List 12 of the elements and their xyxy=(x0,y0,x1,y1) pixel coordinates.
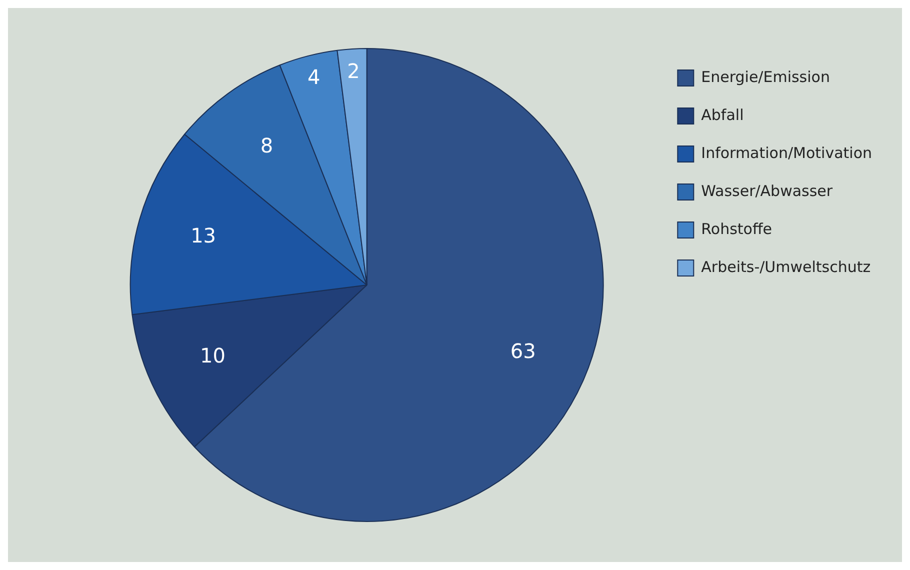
legend-label: Rohstoffe xyxy=(701,220,772,238)
data-label: 4 xyxy=(308,65,320,90)
data-label: 2 xyxy=(347,58,360,83)
data-label: 10 xyxy=(200,344,226,368)
legend-label: Abfall xyxy=(701,106,744,124)
data-label: 8 xyxy=(260,133,274,158)
legend-label: Energie/Emission xyxy=(701,68,830,86)
data-label: 63 xyxy=(510,338,536,363)
legend-label: Arbeits-/Umweltschutz xyxy=(701,258,871,276)
data-label: 13 xyxy=(190,224,216,248)
legend-label: Information/Motivation xyxy=(701,144,872,162)
legend-label: Wasser/Abwasser xyxy=(701,182,834,200)
